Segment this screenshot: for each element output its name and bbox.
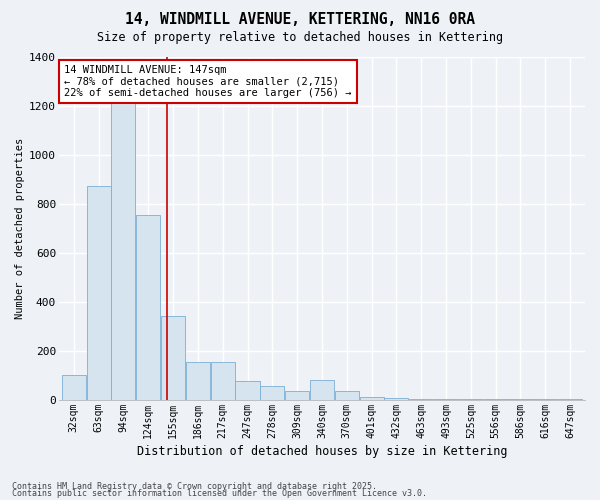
Bar bbox=[136, 214, 160, 400]
Text: 14 WINDMILL AVENUE: 147sqm
← 78% of detached houses are smaller (2,715)
22% of s: 14 WINDMILL AVENUE: 147sqm ← 78% of deta… bbox=[64, 65, 352, 98]
Bar bbox=[161, 316, 185, 400]
Bar bbox=[86, 186, 110, 400]
Bar bbox=[310, 380, 334, 400]
Bar bbox=[260, 386, 284, 400]
Bar bbox=[211, 362, 235, 400]
Bar bbox=[359, 397, 383, 400]
Text: Contains HM Land Registry data © Crown copyright and database right 2025.: Contains HM Land Registry data © Crown c… bbox=[12, 482, 377, 491]
Text: Contains public sector information licensed under the Open Government Licence v3: Contains public sector information licen… bbox=[12, 490, 427, 498]
Bar bbox=[335, 391, 359, 400]
Bar bbox=[409, 399, 433, 400]
Bar bbox=[62, 375, 86, 400]
Text: 14, WINDMILL AVENUE, KETTERING, NN16 0RA: 14, WINDMILL AVENUE, KETTERING, NN16 0RA bbox=[125, 12, 475, 28]
X-axis label: Distribution of detached houses by size in Kettering: Distribution of detached houses by size … bbox=[137, 444, 507, 458]
Bar bbox=[186, 362, 210, 400]
Text: Size of property relative to detached houses in Kettering: Size of property relative to detached ho… bbox=[97, 31, 503, 44]
Bar bbox=[385, 398, 409, 400]
Bar bbox=[112, 98, 136, 400]
Bar bbox=[235, 381, 260, 400]
Y-axis label: Number of detached properties: Number of detached properties bbox=[15, 138, 25, 318]
Bar bbox=[285, 391, 309, 400]
